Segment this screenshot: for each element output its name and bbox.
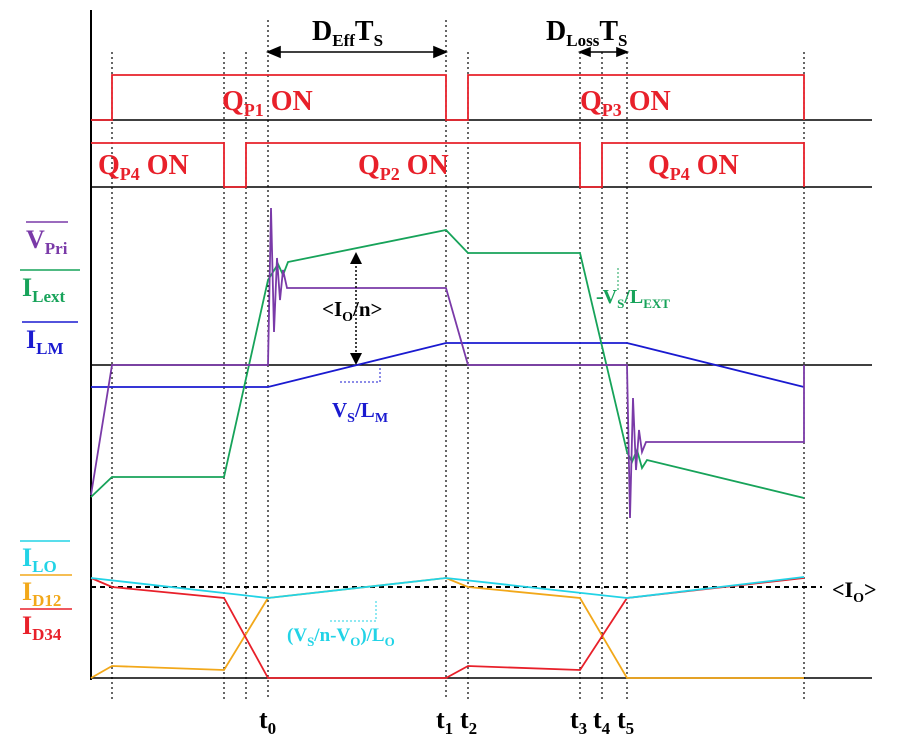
i-lext-label: ILext (22, 273, 66, 306)
io-n-label: <IO/n> (322, 297, 383, 325)
qp4b-label: QP4 ON (648, 150, 739, 184)
i-d34-label: ID34 (22, 611, 62, 644)
i-lm-waveform (91, 342, 805, 388)
qp1-pulse (91, 74, 805, 121)
t2-label: t2 (460, 705, 477, 738)
vs-lm-label: VS/LM (332, 398, 388, 426)
t0-label: t0 (259, 705, 276, 738)
i-lo-waveform (90, 576, 805, 599)
gate-pulses (91, 74, 805, 188)
t5-label: t5 (617, 705, 634, 738)
v-pri-waveform (90, 207, 805, 519)
dloss-arrow-head-left (577, 46, 591, 58)
i-d34-waveform (90, 577, 805, 679)
qp1-label: QP1 ON (222, 86, 313, 120)
qp3-label: QP3 ON (580, 86, 671, 120)
lo-slope-label: (VS/n-VO)/LO (287, 625, 395, 649)
slope-guides (330, 268, 619, 622)
deff-label: DEffTS (312, 16, 383, 50)
deff-arrow-head-left (265, 45, 281, 59)
qp4a-label: QP4 ON (98, 150, 189, 184)
i-d12-label: ID12 (22, 577, 61, 610)
lm-slope-guide (340, 365, 381, 383)
i-lm-label: ILM (26, 325, 64, 358)
io-n-arrow (350, 252, 362, 365)
i-lo-label: ILO (22, 543, 57, 576)
lo-slope-guide (330, 600, 377, 622)
dloss-label: DLossTS (546, 16, 627, 50)
qp2-pulse (91, 142, 805, 188)
t4-label: t4 (593, 705, 611, 738)
baselines (91, 119, 872, 679)
duration-arrows (265, 45, 630, 59)
dloss-arrow-head-right (616, 46, 630, 58)
io-average-label: <IO> (832, 577, 877, 606)
qp2-label: QP2 ON (358, 150, 449, 184)
vs-lext-label: -VS/LEXT (596, 286, 670, 311)
deff-arrow-head-right (433, 45, 449, 59)
t3-label: t3 (570, 705, 587, 738)
t1-label: t1 (436, 705, 453, 738)
i-d12-waveform (90, 577, 804, 679)
i-lext-waveform (90, 229, 805, 499)
v-pri-label: VPri (26, 225, 68, 258)
